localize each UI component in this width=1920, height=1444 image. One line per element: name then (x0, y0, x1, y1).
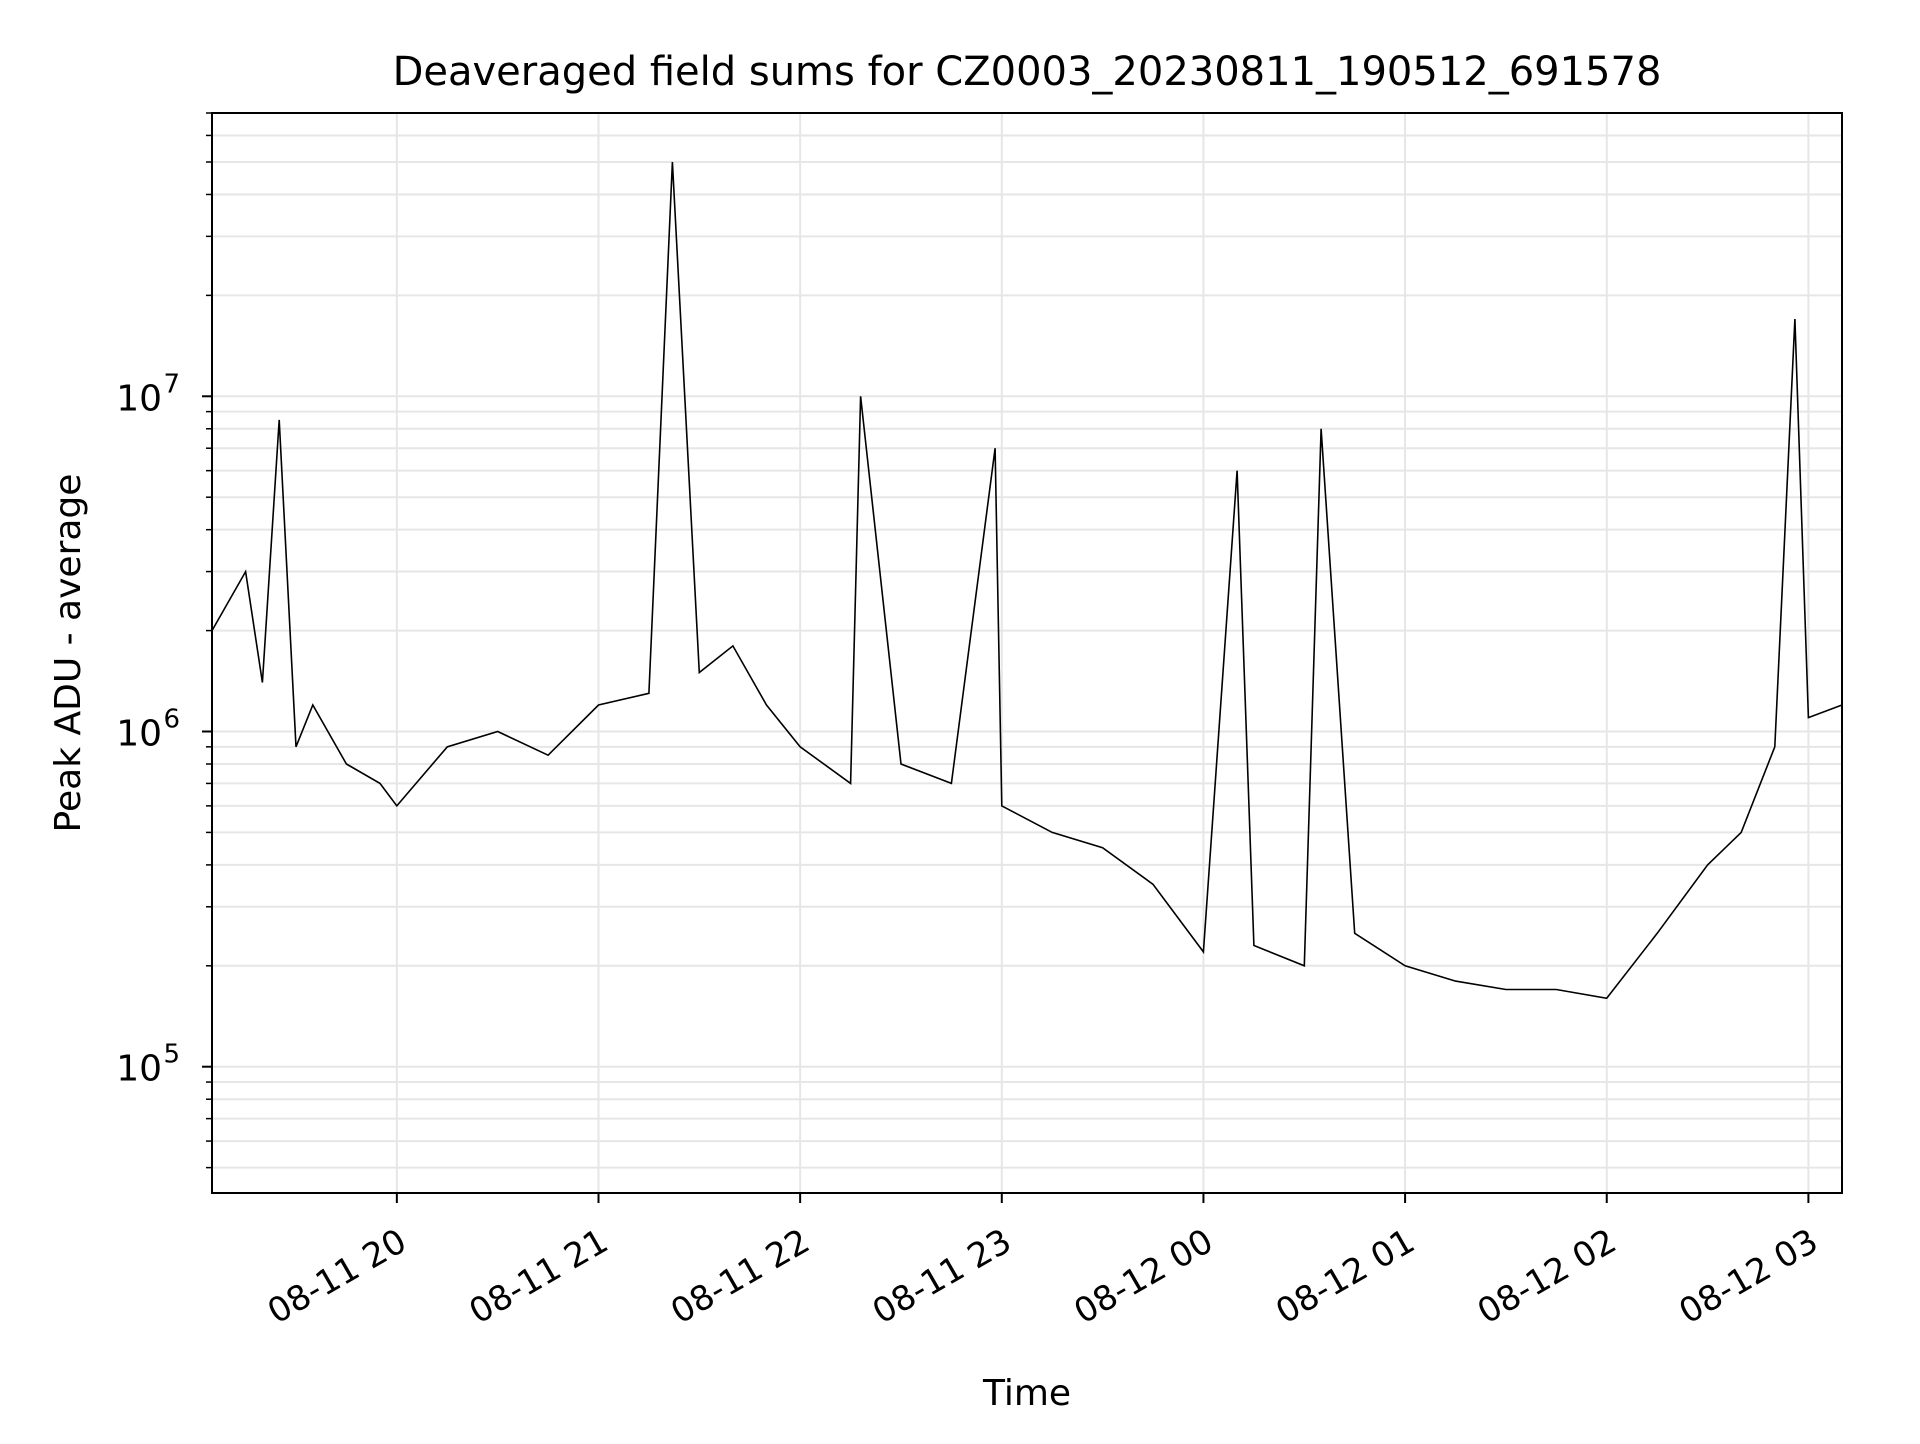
data-layer (212, 162, 1842, 999)
x-tick-label: 08-12 03 (1672, 1221, 1824, 1332)
chart-title: Deaveraged field sums for CZ0003_2023081… (393, 49, 1662, 95)
y-tick-label-exponent: 7 (163, 369, 180, 399)
series-line (212, 162, 1842, 998)
x-tick-label: 08-12 02 (1471, 1221, 1623, 1332)
x-tick-label: 08-12 01 (1269, 1221, 1421, 1332)
y-tick-label-exponent: 5 (163, 1040, 180, 1070)
plot-frame (212, 113, 1842, 1193)
x-tick-label: 08-12 00 (1068, 1221, 1220, 1332)
y-tick-label: 10 (116, 1049, 162, 1090)
x-tick-label: 08-11 22 (664, 1221, 816, 1332)
y-tick-label: 10 (116, 713, 162, 754)
x-tick-label: 08-11 23 (866, 1221, 1018, 1332)
x-axis-label: Time (982, 1373, 1071, 1414)
grid-layer (212, 113, 1842, 1193)
x-tick-label: 08-11 21 (463, 1221, 615, 1332)
y-tick-label-exponent: 6 (163, 704, 180, 734)
y-tick-label: 10 (116, 378, 162, 419)
y-axis-label: Peak ADU - average (48, 474, 89, 833)
x-tick-label: 08-11 20 (261, 1221, 413, 1332)
